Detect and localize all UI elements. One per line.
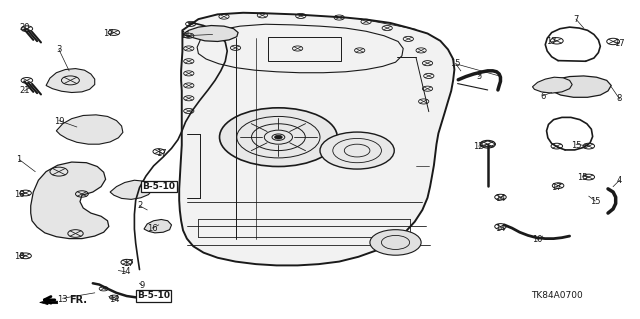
Text: 1: 1 [17,155,22,164]
Text: 18: 18 [14,190,24,199]
Polygon shape [46,69,95,93]
Text: 17: 17 [123,259,133,268]
Polygon shape [182,26,238,41]
Text: TK84A0700: TK84A0700 [531,291,583,300]
Circle shape [370,230,421,255]
Text: 17: 17 [614,39,625,48]
Polygon shape [40,300,58,305]
Text: 13: 13 [58,295,68,304]
Text: FR.: FR. [69,295,87,305]
Text: 15: 15 [451,59,461,68]
Text: 21: 21 [19,86,29,95]
Text: B-5-10: B-5-10 [142,182,175,191]
Text: B-5-10: B-5-10 [137,291,170,300]
Circle shape [320,132,394,169]
Text: 7: 7 [573,15,579,24]
Text: 15: 15 [577,173,588,182]
Text: 5: 5 [476,72,481,81]
Polygon shape [56,115,123,144]
Text: 4: 4 [617,176,622,185]
Text: 3: 3 [56,45,61,54]
Text: 18: 18 [14,252,24,261]
Polygon shape [179,13,454,265]
Text: 10: 10 [532,235,543,244]
Circle shape [220,108,337,167]
Polygon shape [548,76,611,97]
Text: 14: 14 [495,224,506,233]
Polygon shape [532,77,572,93]
Text: 17: 17 [156,149,166,158]
Text: 8: 8 [617,94,622,103]
Text: 17: 17 [104,29,114,38]
Text: 14: 14 [495,194,506,203]
Polygon shape [31,162,109,239]
Circle shape [275,135,282,139]
Text: 11: 11 [180,31,191,40]
Text: 15: 15 [590,197,600,206]
Polygon shape [110,180,152,199]
Text: 19: 19 [54,117,64,126]
Text: 2: 2 [137,201,142,210]
Text: 17: 17 [547,37,557,46]
Text: 6: 6 [540,92,545,101]
Text: 14: 14 [109,295,119,304]
Text: 14: 14 [120,267,131,276]
Text: 15: 15 [571,141,581,150]
Text: 17: 17 [552,183,562,192]
Text: 12: 12 [474,142,484,151]
Text: 20: 20 [19,23,29,32]
Text: 9: 9 [140,281,145,290]
Text: 16: 16 [147,224,157,233]
Polygon shape [144,219,172,233]
